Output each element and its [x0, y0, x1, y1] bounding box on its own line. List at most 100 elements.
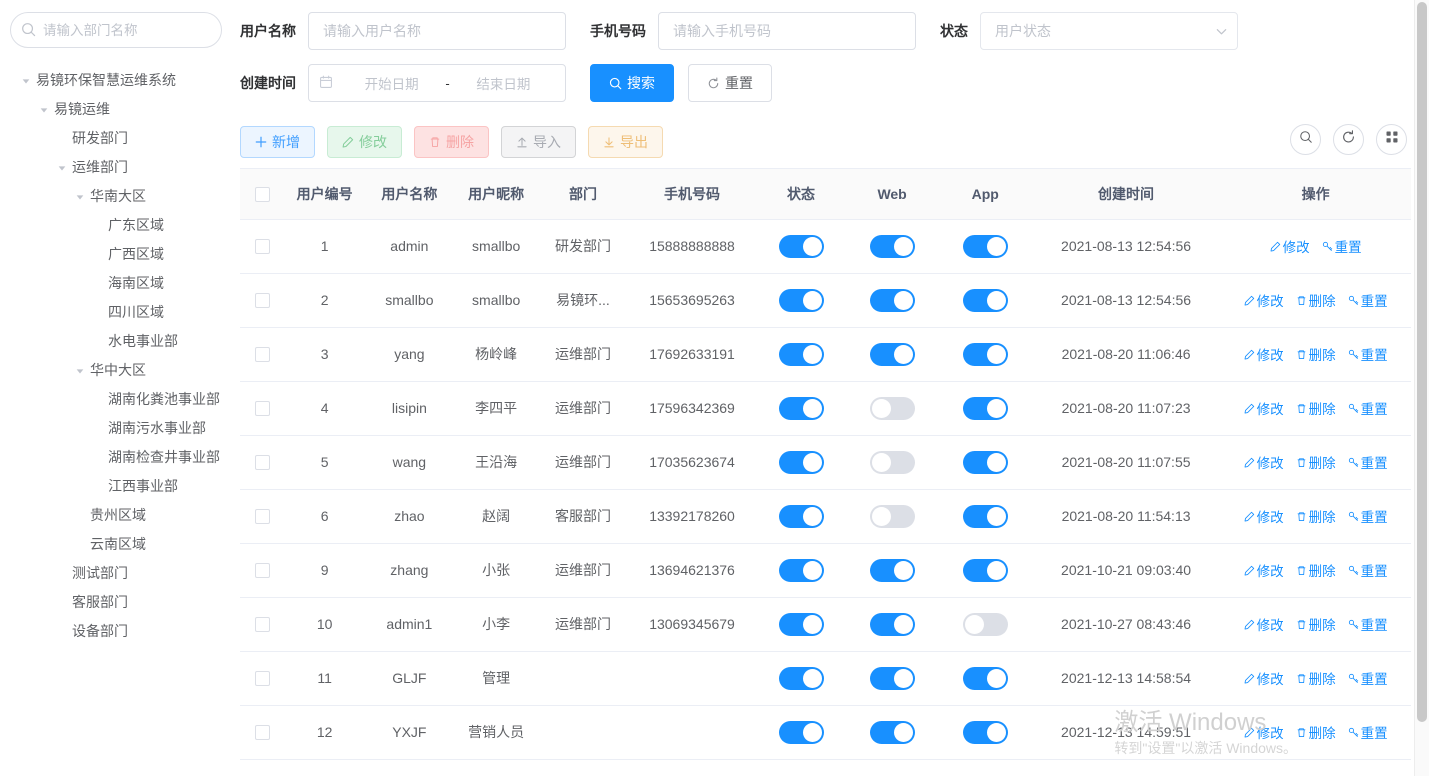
select-all-checkbox[interactable] [254, 187, 270, 203]
row-edit-link[interactable]: 修改 [1244, 506, 1284, 526]
row-checkbox[interactable] [254, 563, 270, 579]
app-toggle[interactable] [962, 504, 1008, 528]
row-edit-link[interactable]: 修改 [1244, 398, 1284, 418]
table-row[interactable]: 4 lisipin 李四平 运维部门 17596342369 2021-08-20 11:… [240, 381, 1411, 436]
web-toggle[interactable] [869, 342, 915, 366]
status-toggle[interactable] [778, 396, 824, 420]
row-checkbox[interactable] [254, 293, 270, 309]
tree-node[interactable]: 湖南化粪池事业部 [10, 385, 222, 414]
row-edit-link[interactable]: 修改 [1244, 614, 1284, 634]
row-edit-link[interactable]: 修改 [1244, 668, 1284, 688]
row-edit-link[interactable]: 修改 [1244, 560, 1284, 580]
status-toggle[interactable] [778, 504, 824, 528]
tree-node[interactable]: 易镜运维 [10, 95, 222, 124]
web-toggle[interactable] [869, 234, 915, 258]
status-toggle[interactable] [778, 666, 824, 690]
row-checkbox[interactable] [254, 617, 270, 633]
reset-button[interactable]: 重置 [688, 64, 772, 102]
filter-phone-input[interactable] [658, 12, 916, 50]
table-row[interactable]: 9 zhang 小张 运维部门 13694621376 2021-10-21 09:03:… [240, 543, 1411, 598]
row-checkbox[interactable] [254, 671, 270, 687]
row-edit-link[interactable]: 修改 [1270, 236, 1310, 256]
filter-status-select[interactable]: 用户状态 [980, 12, 1238, 50]
row-delete-link[interactable]: 删除 [1296, 506, 1336, 526]
row-reset-password-link[interactable]: 重置 [1348, 452, 1388, 472]
row-reset-password-link[interactable]: 重置 [1348, 506, 1388, 526]
row-delete-link[interactable]: 删除 [1296, 668, 1336, 688]
table-row[interactable]: 12 YXJF 营销人员 2021-12-13 14:59:51 修改 删除 重置 [240, 705, 1411, 760]
app-toggle[interactable] [962, 720, 1008, 744]
app-toggle[interactable] [962, 666, 1008, 690]
web-toggle[interactable] [869, 288, 915, 312]
row-delete-link[interactable]: 删除 [1296, 290, 1336, 310]
row-reset-password-link[interactable]: 重置 [1348, 614, 1388, 634]
web-toggle[interactable] [869, 612, 915, 636]
caret-down-icon[interactable] [72, 189, 88, 205]
row-checkbox[interactable] [254, 509, 270, 525]
app-toggle[interactable] [962, 288, 1008, 312]
status-toggle[interactable] [778, 234, 824, 258]
status-toggle[interactable] [778, 612, 824, 636]
web-toggle[interactable] [869, 558, 915, 582]
row-delete-link[interactable]: 删除 [1296, 614, 1336, 634]
row-delete-link[interactable]: 删除 [1296, 344, 1336, 364]
tree-node[interactable]: 云南区域 [10, 530, 222, 559]
row-edit-link[interactable]: 修改 [1244, 344, 1284, 364]
row-checkbox[interactable] [254, 455, 270, 471]
row-reset-password-link[interactable]: 重置 [1322, 236, 1362, 256]
tree-node[interactable]: 江西事业部 [10, 472, 222, 501]
tree-node[interactable]: 湖南污水事业部 [10, 414, 222, 443]
caret-down-icon[interactable] [72, 363, 88, 379]
table-row[interactable]: 10 admin1 小李 运维部门 13069345679 2021-10-27 08:4… [240, 597, 1411, 652]
row-delete-link[interactable]: 删除 [1296, 452, 1336, 472]
tree-node[interactable]: 易镜环保智慧运维系统 [10, 66, 222, 95]
status-toggle[interactable] [778, 720, 824, 744]
row-checkbox[interactable] [254, 401, 270, 417]
tree-node[interactable]: 测试部门 [10, 559, 222, 588]
toggle-search-button[interactable] [1290, 124, 1321, 155]
search-button[interactable]: 搜索 [590, 64, 674, 102]
add-button[interactable]: 新增 [240, 126, 315, 158]
row-reset-password-link[interactable]: 重置 [1348, 722, 1388, 742]
tree-node[interactable]: 湖南检查井事业部 [10, 443, 222, 472]
tree-node[interactable]: 广西区域 [10, 240, 222, 269]
status-toggle[interactable] [778, 558, 824, 582]
row-reset-password-link[interactable]: 重置 [1348, 668, 1388, 688]
status-toggle[interactable] [778, 450, 824, 474]
table-row[interactable]: 2 smallbo smallbo 易镜环... 15653695263 2021-08-… [240, 273, 1411, 328]
caret-down-icon[interactable] [36, 102, 52, 118]
page-scrollbar-thumb[interactable] [1417, 2, 1427, 722]
column-settings-button[interactable] [1376, 124, 1407, 155]
table-row[interactable]: 6 zhao 赵阔 客服部门 13392178260 2021-08-20 11:54:1… [240, 489, 1411, 544]
web-toggle[interactable] [869, 504, 915, 528]
tree-node[interactable]: 运维部门 [10, 153, 222, 182]
row-checkbox[interactable] [254, 347, 270, 363]
web-toggle[interactable] [869, 450, 915, 474]
refresh-table-button[interactable] [1333, 124, 1364, 155]
table-row[interactable]: 5 wang 王沿海 运维部门 17035623674 2021-08-20 11:07:… [240, 435, 1411, 490]
table-row[interactable]: 3 yang 杨岭峰 运维部门 17692633191 2021-08-20 11:06:… [240, 327, 1411, 382]
row-edit-link[interactable]: 修改 [1244, 290, 1284, 310]
row-delete-link[interactable]: 删除 [1296, 722, 1336, 742]
row-edit-link[interactable]: 修改 [1244, 722, 1284, 742]
app-toggle[interactable] [962, 342, 1008, 366]
table-row[interactable]: 11 GLJF 管理 2021-12-13 14:58:54 修改 删除 重置 [240, 651, 1411, 706]
row-checkbox[interactable] [254, 725, 270, 741]
app-toggle[interactable] [962, 558, 1008, 582]
status-toggle[interactable] [778, 342, 824, 366]
row-reset-password-link[interactable]: 重置 [1348, 344, 1388, 364]
tree-node[interactable]: 四川区域 [10, 298, 222, 327]
tree-node[interactable]: 华中大区 [10, 356, 222, 385]
caret-down-icon[interactable] [54, 160, 70, 176]
app-toggle[interactable] [962, 450, 1008, 474]
import-button[interactable]: 导入 [501, 126, 576, 158]
web-toggle[interactable] [869, 666, 915, 690]
app-toggle[interactable] [962, 234, 1008, 258]
row-reset-password-link[interactable]: 重置 [1348, 560, 1388, 580]
row-delete-link[interactable]: 删除 [1296, 398, 1336, 418]
page-scrollbar[interactable] [1414, 0, 1429, 776]
filter-create-time-daterange[interactable]: 开始日期 - 结束日期 [308, 64, 566, 102]
tree-node[interactable]: 海南区域 [10, 269, 222, 298]
row-reset-password-link[interactable]: 重置 [1348, 290, 1388, 310]
status-toggle[interactable] [778, 288, 824, 312]
